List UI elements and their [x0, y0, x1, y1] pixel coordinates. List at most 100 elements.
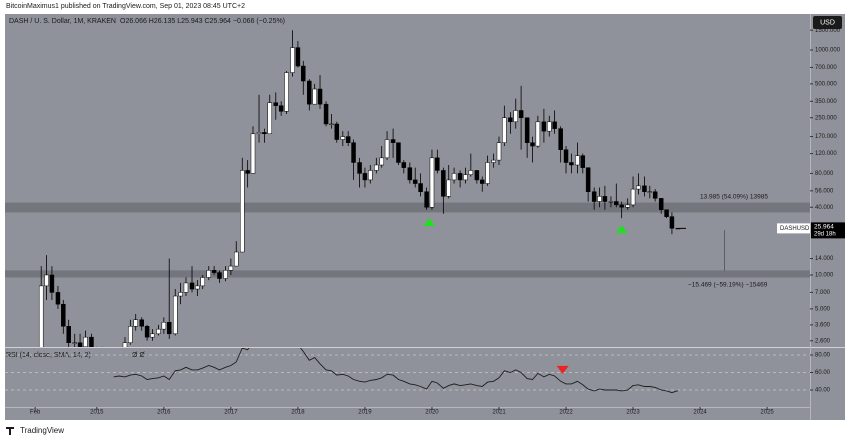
symbol-badge [777, 223, 810, 234]
x-tick-label: 2023 [626, 410, 640, 416]
candle-body [267, 102, 273, 135]
candle-body [407, 167, 413, 181]
candle-body [284, 72, 289, 112]
candle-body [658, 198, 664, 211]
candle-body [133, 319, 138, 327]
candle-body [357, 162, 362, 174]
candle-body [642, 185, 647, 192]
y-tick-label: 1000.000 [815, 48, 841, 54]
candle-body [390, 139, 396, 143]
candle-body [256, 132, 262, 135]
y-tick-label: 120.000 [815, 151, 837, 157]
candle-body [457, 173, 463, 181]
candle-body [161, 322, 167, 330]
y2-tick-label: 80.00 [815, 353, 831, 359]
ohlc-readout: O26.066 H26.135 L25.943 C25.964 −0.066 (… [120, 18, 285, 25]
candle-body [547, 121, 552, 132]
candle-body [211, 270, 217, 273]
candle-body [44, 274, 49, 287]
x-tick-label: 2019 [358, 410, 372, 416]
candle-body [206, 270, 212, 278]
candle-body [429, 157, 435, 208]
rsi-line [113, 348, 679, 394]
candle-body [278, 105, 284, 112]
candle-body [508, 117, 513, 123]
last-price: 25.964 [814, 224, 834, 231]
candle-body [401, 162, 407, 168]
candle-body [563, 149, 569, 163]
candle-body [55, 292, 61, 305]
candle-body [178, 292, 183, 297]
candle-body [362, 173, 368, 181]
y2-tick-label: 40.00 [815, 388, 831, 394]
chart-background [5, 14, 845, 420]
price-badge [811, 222, 845, 239]
x-tick-label: 2018 [291, 410, 305, 416]
candle-body [240, 170, 245, 253]
candle-body [66, 326, 71, 343]
candle-body [496, 142, 502, 161]
y-tick-label: 700.000 [815, 65, 837, 71]
currency-label[interactable]: USD [820, 19, 835, 26]
x-tick-label: Feb [30, 410, 41, 416]
candle-body [144, 326, 150, 338]
x-tick-label: 2015 [90, 410, 104, 416]
candle-body [233, 251, 239, 267]
signal-arrow [615, 225, 628, 234]
footer-brand: TradingView [20, 426, 64, 435]
y-tick-label: 500.000 [815, 81, 837, 87]
candle-body [166, 322, 172, 335]
candle-body [675, 227, 681, 230]
signal-arrow [556, 365, 569, 374]
candle-body [351, 142, 356, 163]
candle-body [245, 170, 250, 174]
candle-body [374, 164, 379, 171]
candle-body [552, 121, 557, 129]
candle-body [569, 162, 574, 166]
candle-body [128, 326, 133, 343]
candle-body [301, 65, 306, 82]
candle-body [451, 173, 457, 181]
candle-body [591, 191, 597, 202]
candle-body [463, 174, 468, 181]
symbol-title: DASH / U. S. Dollar, 1M, KRAKEN [9, 18, 116, 25]
x-tick-label: 2022 [559, 410, 573, 416]
candle-body [307, 80, 312, 105]
candle-body [189, 282, 195, 290]
candle-body [72, 342, 77, 344]
candle-body [172, 295, 178, 335]
candle-body [541, 121, 547, 132]
candle-body [368, 170, 373, 181]
support-zone [5, 270, 810, 278]
y-tick-label: 250.000 [815, 115, 837, 121]
y-tick-label: 170.000 [815, 134, 837, 140]
candle-body [647, 191, 653, 193]
candle-body [228, 265, 234, 271]
symbol-label: DASHUSD [780, 226, 810, 232]
currency-button[interactable] [813, 16, 842, 29]
candle-body [295, 47, 301, 67]
candle-body [575, 155, 580, 166]
y-tick-label: 40.000 [815, 205, 834, 211]
x-tick-label: 2020 [425, 410, 439, 416]
candle-body [664, 209, 669, 217]
candle-body [418, 183, 423, 192]
candle-body [89, 336, 94, 347]
candle-body [491, 159, 496, 163]
candle-body [479, 179, 485, 184]
x-tick-label: 2025 [760, 410, 774, 416]
x-tick-label: 2024 [693, 410, 707, 416]
candle-body [468, 170, 474, 175]
candle-body [317, 88, 323, 105]
y-tick-label: 14.000 [815, 256, 834, 262]
candle-body [384, 139, 390, 159]
candle-body [424, 191, 429, 208]
support-zone [5, 202, 810, 213]
candle-body [441, 170, 446, 197]
candle-body [608, 201, 614, 203]
candle-body [262, 132, 267, 135]
candle-body [38, 285, 44, 347]
candle-body [636, 185, 641, 190]
y-tick-label: 1500.000 [815, 28, 841, 34]
candle-body [630, 188, 636, 206]
